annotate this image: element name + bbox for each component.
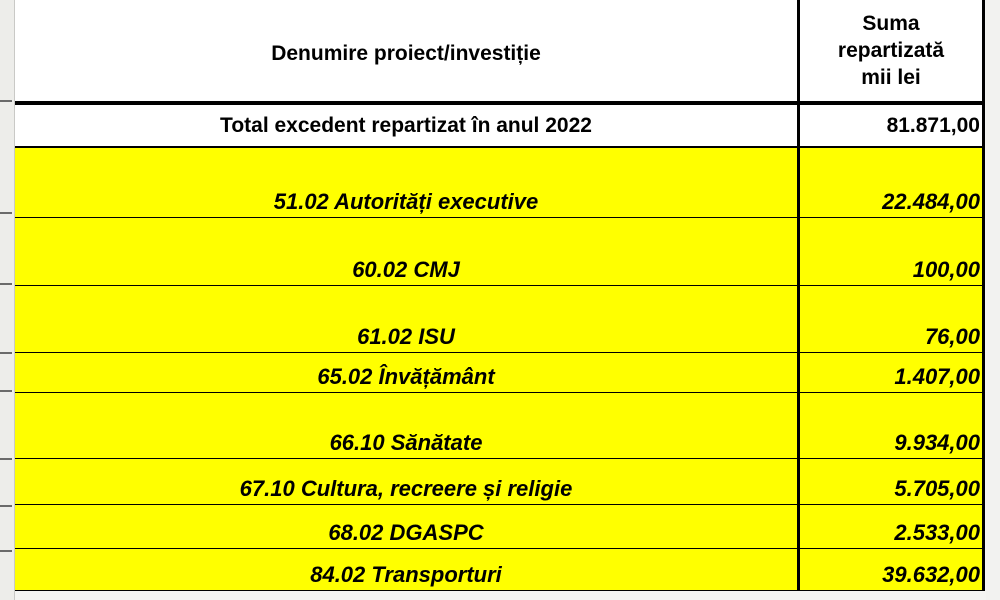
row-value-cell[interactable]: 1.407,00 (800, 353, 985, 392)
gutter-tick (0, 550, 12, 552)
gutter-tick (0, 212, 12, 214)
row-name-cell[interactable]: 60.02 CMJ (15, 218, 800, 285)
row-value: 5.705,00 (894, 476, 980, 501)
table-row: 66.10 Sănătate 9.934,00 (15, 393, 985, 459)
row-name: 61.02 ISU (357, 324, 455, 349)
header-name-cell[interactable]: Denumire proiect/investiție (15, 0, 800, 101)
row-name: 84.02 Transporturi (310, 562, 502, 587)
table-row: 68.02 DGASPC 2.533,00 (15, 505, 985, 549)
row-value-cell[interactable]: 2.533,00 (800, 505, 985, 548)
row-value-cell[interactable]: 39.632,00 (800, 549, 985, 590)
row-name: 67.10 Cultura, recreere și religie (239, 476, 573, 501)
total-value: 81.871,00 (886, 113, 980, 137)
row-value: 2.533,00 (894, 520, 980, 545)
row-name: 68.02 DGASPC (328, 520, 484, 545)
table-row: 65.02 Învățământ 1.407,00 (15, 353, 985, 393)
row-name-cell[interactable]: 84.02 Transporturi (15, 549, 800, 590)
gutter-tick (0, 283, 12, 285)
row-name: 66.10 Sănătate (329, 430, 483, 455)
table-row: 51.02 Autorități executive 22.484,00 (15, 148, 985, 218)
row-value-cell[interactable]: 22.484,00 (800, 148, 985, 217)
table-row: 67.10 Cultura, recreere și religie 5.705… (15, 459, 985, 505)
row-value-cell[interactable]: 5.705,00 (800, 459, 985, 504)
row-name-cell[interactable]: 67.10 Cultura, recreere și religie (15, 459, 800, 504)
row-name-cell[interactable]: 65.02 Învățământ (15, 353, 800, 392)
total-value-cell[interactable]: 81.871,00 (800, 105, 985, 146)
table-row: 60.02 CMJ 100,00 (15, 218, 985, 286)
row-value: 100,00 (912, 257, 980, 282)
header-sum-line3: mii lei (861, 66, 921, 89)
row-name-cell[interactable]: 68.02 DGASPC (15, 505, 800, 548)
gutter-tick (0, 390, 12, 392)
header-sum-cell[interactable]: Suma repartizată mii lei (800, 0, 985, 101)
total-row: Total excedent repartizat în anul 2022 8… (15, 105, 985, 148)
table-header-row: Denumire proiect/investiție Suma reparti… (15, 0, 985, 105)
table-row: 84.02 Transporturi 39.632,00 (15, 549, 985, 591)
row-name-cell[interactable]: 51.02 Autorități executive (15, 148, 800, 217)
row-value: 39.632,00 (882, 562, 980, 587)
header-name-label: Denumire proiect/investiție (271, 41, 541, 65)
row-name: 60.02 CMJ (352, 257, 460, 282)
spreadsheet-table: Denumire proiect/investiție Suma reparti… (15, 0, 985, 600)
gutter-tick (0, 352, 12, 354)
right-margin (986, 0, 1000, 600)
row-value-cell[interactable]: 100,00 (800, 218, 985, 285)
row-value: 9.934,00 (894, 430, 980, 455)
header-sum-line2: repartizată (837, 39, 945, 62)
row-gutter (0, 0, 15, 600)
row-value: 76,00 (924, 324, 980, 349)
total-name-cell[interactable]: Total excedent repartizat în anul 2022 (15, 105, 800, 146)
row-name: 65.02 Învățământ (317, 364, 495, 389)
gutter-tick (0, 100, 12, 102)
row-name: 51.02 Autorități executive (273, 189, 539, 214)
row-value: 22.484,00 (882, 189, 980, 214)
row-name-cell[interactable]: 66.10 Sănătate (15, 393, 800, 458)
row-value-cell[interactable]: 9.934,00 (800, 393, 985, 458)
total-name-label: Total excedent repartizat în anul 2022 (220, 113, 592, 137)
gutter-tick (0, 505, 12, 507)
table-row: 61.02 ISU 76,00 (15, 286, 985, 353)
header-sum-line1: Suma (862, 12, 920, 35)
row-value-cell[interactable]: 76,00 (800, 286, 985, 352)
gutter-tick (0, 458, 12, 460)
row-value: 1.407,00 (894, 364, 980, 389)
row-name-cell[interactable]: 61.02 ISU (15, 286, 800, 352)
